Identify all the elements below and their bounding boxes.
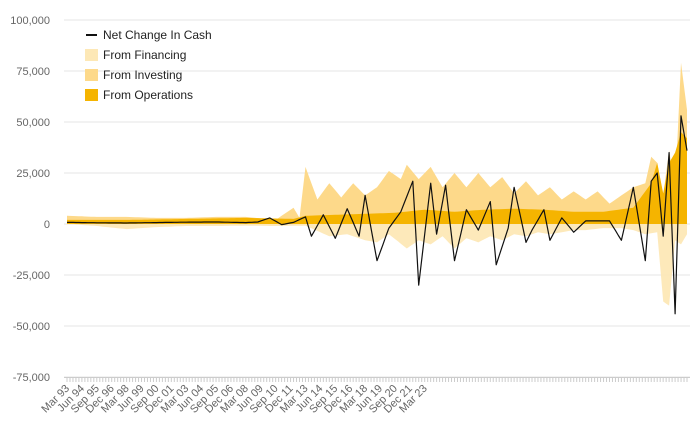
line-layer <box>67 115 688 315</box>
y-tick-label: 50,000 <box>16 117 50 129</box>
line-net-change-in-cash <box>67 115 688 315</box>
area-layer <box>67 62 687 306</box>
y-tick-label: 0 <box>44 219 50 231</box>
axis-layer: 100,000 75,000 50,000 25,000 0 -25,000 -50,000… <box>10 15 690 416</box>
legend-swatch-area <box>85 49 98 61</box>
y-tick-label: 25,000 <box>16 168 50 180</box>
legend-label: From Operations <box>103 88 193 102</box>
y-tick-label: -25,000 <box>13 270 50 282</box>
legend-swatch-area <box>85 69 98 81</box>
legend-swatch-area <box>85 89 98 101</box>
area-from-financing <box>67 224 687 306</box>
y-tick-label: -50,000 <box>13 321 50 333</box>
y-tick-label: 75,000 <box>16 66 50 78</box>
area-from-operations <box>67 132 687 224</box>
legend-label: From Financing <box>103 48 186 62</box>
legend-label: Net Change In Cash <box>103 28 212 42</box>
y-tick-label: 100,000 <box>10 15 50 27</box>
area-from-investing <box>67 62 687 224</box>
y-tick-label: -75,000 <box>13 372 50 384</box>
legend-label: From Investing <box>103 68 182 82</box>
legend: Net Change In Cash From Financing From Inv… <box>85 28 212 102</box>
